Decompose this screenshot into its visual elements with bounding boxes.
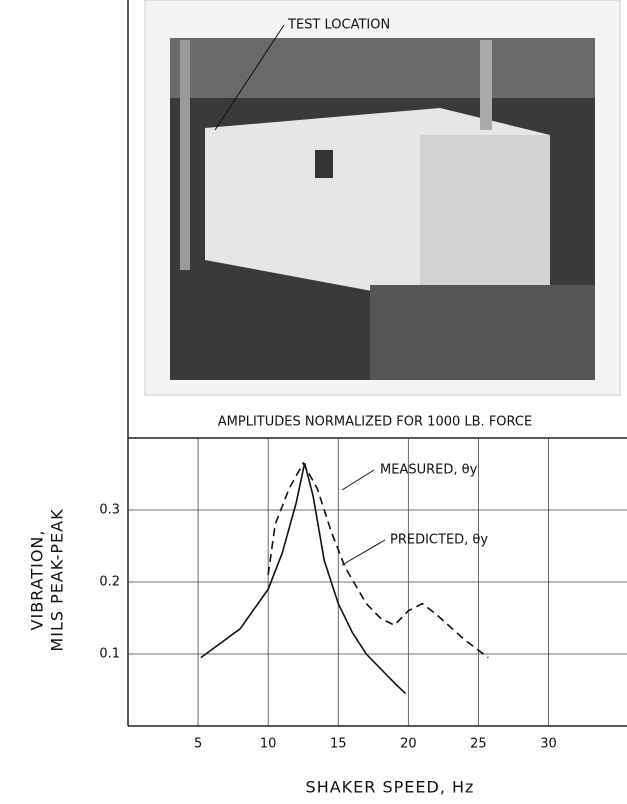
photo-leader [214,24,285,131]
legend-leader [341,469,375,491]
photo [170,38,595,380]
x-tick-label: 25 [470,737,487,752]
y-tick-label: 0.1 [99,647,120,662]
x-tick-label: 10 [260,737,277,752]
legend-label: PREDICTED, θy [390,533,488,548]
y-axis-label-line: MILS PEAK-PEAK [48,508,67,651]
chart-title: AMPLITUDES NORMALIZED FOR 1000 LB. FORCE [218,415,532,430]
y-axis-label: VIBRATION, MILS PEAK-PEAK [28,508,67,651]
x-axis-label: SHAKER SPEED, Hz [306,778,475,797]
series-line [267,461,489,659]
legend-label: MEASURED, θy [380,463,478,478]
legend-leader [341,539,386,566]
x-tick-label: 30 [540,737,557,752]
series-line [200,462,407,695]
photo-label: TEST LOCATION [287,18,390,33]
x-tick-label: 20 [400,737,417,752]
x-tick-label: 5 [194,737,202,752]
x-tick-label: 15 [330,737,347,752]
y-tick-label: 0.3 [99,503,120,518]
y-axis-label-line: VIBRATION, [28,530,47,631]
y-tick-label: 0.2 [99,575,120,590]
